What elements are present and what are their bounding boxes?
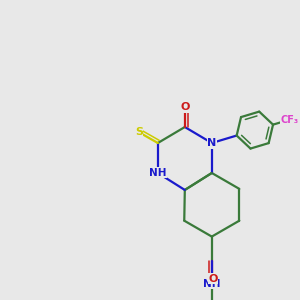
Text: NH: NH (203, 278, 220, 289)
Text: N: N (207, 138, 216, 148)
Text: O: O (208, 274, 218, 284)
Text: CF₃: CF₃ (280, 115, 298, 125)
Text: O: O (180, 102, 190, 112)
Text: S: S (135, 127, 143, 137)
Text: NH: NH (149, 168, 166, 178)
